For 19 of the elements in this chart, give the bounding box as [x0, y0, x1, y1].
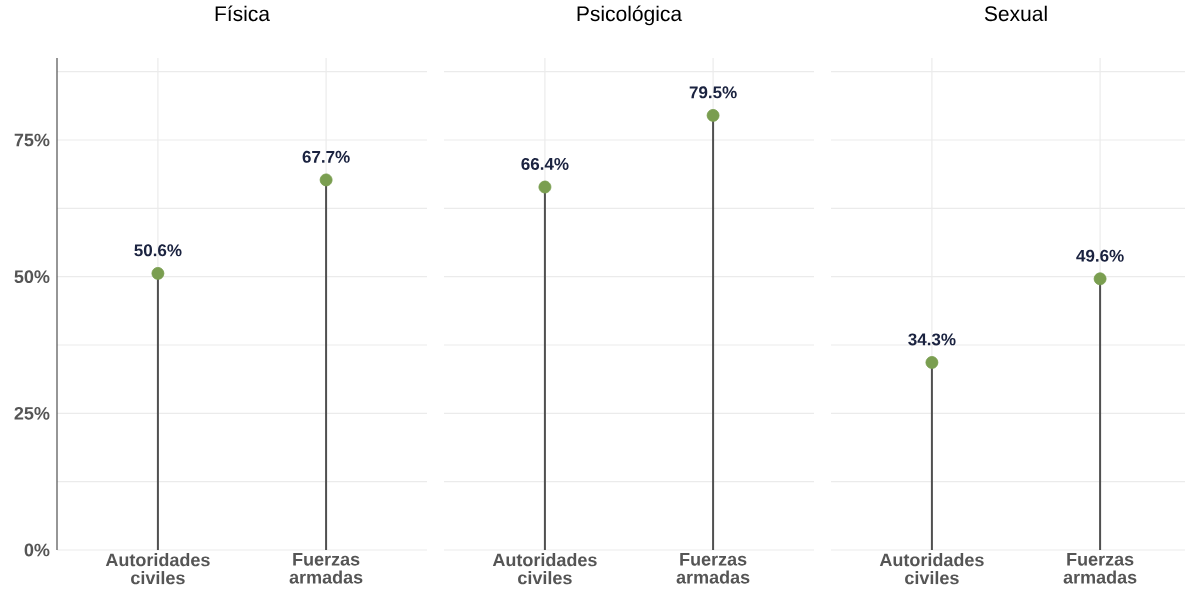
data-label: 79.5% [689, 86, 737, 99]
chart-title: Física [215, 5, 270, 22]
data-label: 67.7% [302, 150, 350, 163]
x-tick-label: Autoridades civiles [105, 553, 210, 585]
data-label: 66.4% [521, 157, 569, 170]
chart-title: Sexual [984, 5, 1047, 22]
data-label: 34.3% [908, 333, 956, 346]
data-label: 49.6% [1076, 249, 1124, 262]
x-tick-label: Fuerzas armadas [1063, 553, 1137, 584]
data-label: 50.6% [134, 244, 182, 257]
y-tick-label: 25% [14, 406, 50, 420]
x-tick-label: Fuerzas armadas [676, 553, 750, 584]
y-tick-label: 0% [24, 543, 50, 557]
x-tick-label: Fuerzas armadas [289, 553, 363, 584]
y-tick-label: 50% [14, 270, 50, 284]
x-tick-label: Autoridades civiles [492, 553, 597, 585]
chart-title: Psicológica [577, 5, 683, 26]
x-tick-label: Autoridades civiles [879, 553, 984, 585]
y-tick-label: 75% [14, 133, 50, 147]
